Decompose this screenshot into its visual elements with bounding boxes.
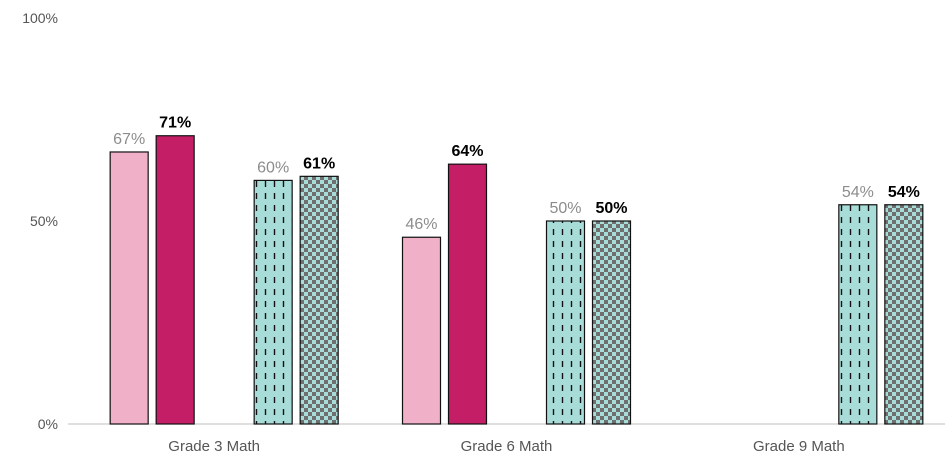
data-label: 50% bbox=[549, 200, 581, 217]
x-category-label: Grade 6 Math bbox=[461, 438, 553, 455]
data-labels-layer: 67% 71% 60% 61% 46% 64% 50% 50% 54% 54% bbox=[113, 115, 920, 234]
data-label: 64% bbox=[451, 143, 483, 160]
bar bbox=[401, 236, 442, 425]
data-label: 60% bbox=[257, 159, 289, 176]
bar bbox=[299, 175, 339, 425]
bar bbox=[109, 151, 149, 425]
y-tick-label: 0% bbox=[38, 416, 58, 432]
bar bbox=[884, 204, 924, 425]
bar bbox=[545, 220, 586, 425]
bars-layer bbox=[109, 135, 924, 425]
y-tick-label: 100% bbox=[22, 10, 58, 26]
bar bbox=[591, 220, 632, 425]
y-tick-label: 50% bbox=[30, 213, 58, 229]
bar bbox=[155, 135, 195, 425]
bar bbox=[838, 204, 878, 425]
x-category-label: Grade 3 Math bbox=[168, 438, 260, 455]
data-label: 46% bbox=[405, 216, 437, 233]
data-label: 71% bbox=[159, 115, 191, 132]
data-label: 61% bbox=[303, 155, 335, 172]
bar bbox=[253, 179, 293, 425]
data-label: 50% bbox=[595, 200, 627, 217]
data-label: 54% bbox=[842, 184, 874, 201]
x-category-label: Grade 9 Math bbox=[753, 438, 845, 455]
bar bbox=[447, 163, 488, 425]
data-label: 54% bbox=[888, 184, 920, 201]
axis-layer: 0% 50% 100% Grade 3 Math Grade 6 Math Grade 9… bbox=[22, 10, 945, 455]
data-label: 67% bbox=[113, 131, 145, 148]
